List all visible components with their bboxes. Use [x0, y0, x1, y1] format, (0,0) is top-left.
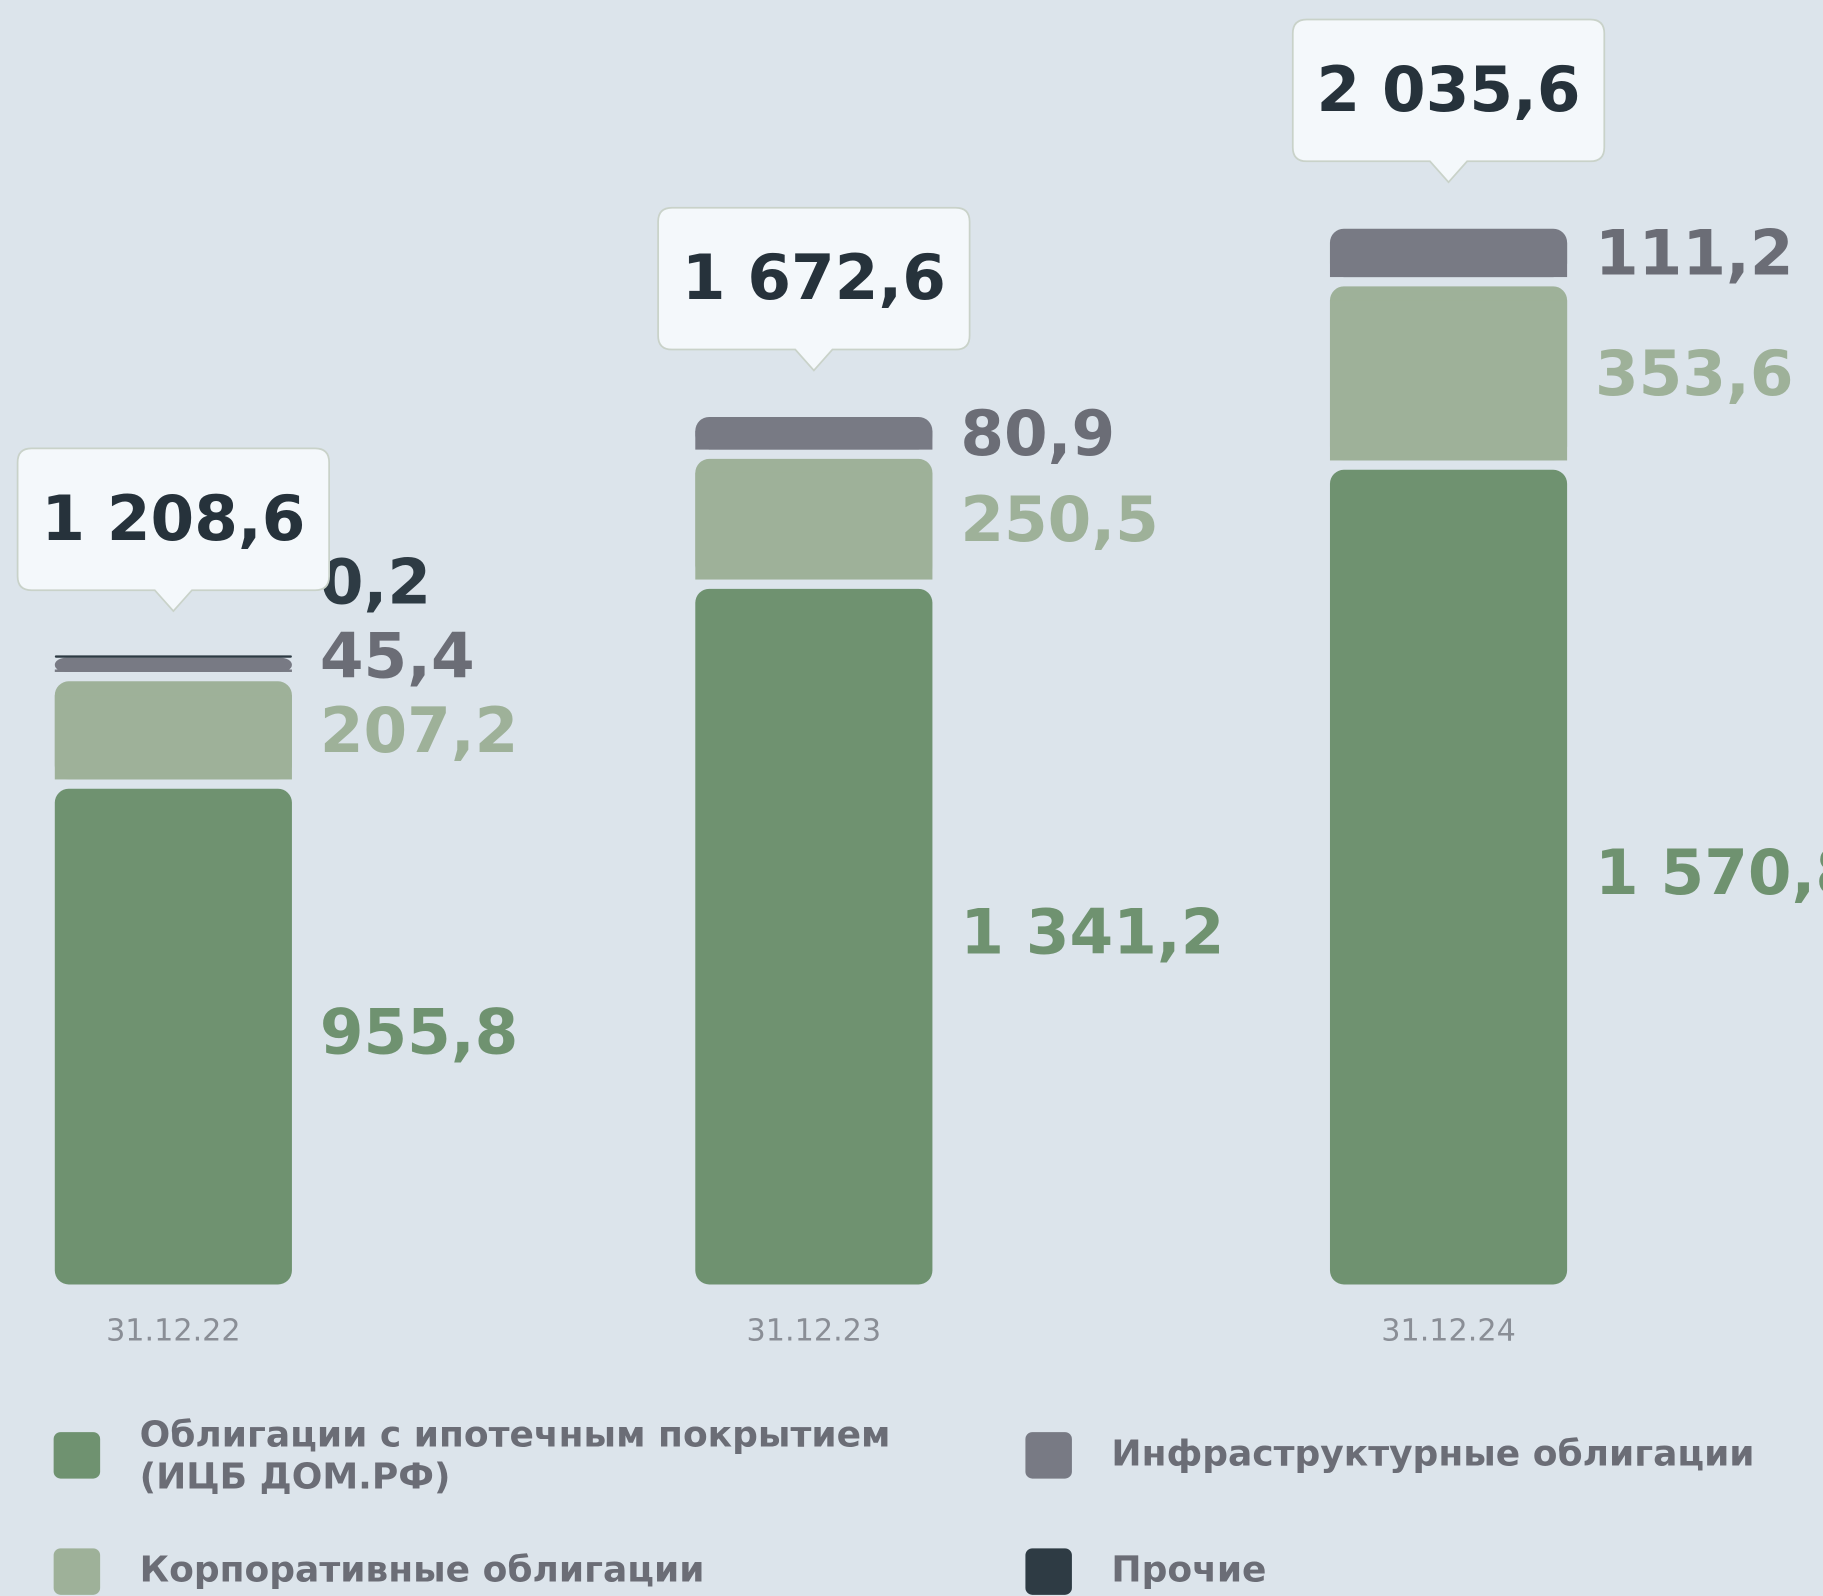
total-callout: [16, 447, 331, 613]
total-callout: [657, 206, 971, 372]
legend-label: Инфраструктурные облигации: [1111, 1433, 1754, 1474]
legend-swatch: [1025, 1548, 1072, 1595]
bar-segment-base: [1329, 300, 1568, 461]
value-label: 250,5: [960, 483, 1159, 556]
legend-label: Облигации с ипотечным покрытием (ИЦБ ДОМ.…: [140, 1415, 891, 1498]
total-label: 1 208,6: [41, 482, 305, 555]
bar-segment: [1329, 469, 1568, 1285]
value-label: 45,4: [320, 620, 475, 693]
bar-segment: [695, 588, 933, 1285]
x-tick-label: 31.12.24: [1381, 1314, 1516, 1349]
bar-segment-base: [54, 669, 292, 672]
legend-label-line: (ИЦБ ДОМ.РФ): [140, 1457, 451, 1498]
value-label: 207,2: [320, 694, 519, 767]
value-label: 1 341,2: [960, 896, 1224, 969]
x-tick-label: 31.12.23: [747, 1314, 882, 1349]
legend-label: Корпоративные облигации: [140, 1550, 705, 1591]
legend-label: Прочие: [1111, 1550, 1266, 1591]
value-label: 353,6: [1595, 337, 1794, 410]
value-label: 1 570,8: [1595, 836, 1823, 909]
bar-segment: [54, 655, 292, 658]
legend-swatch: [53, 1548, 101, 1595]
bar-segment-base: [695, 472, 933, 580]
legend-swatch: [1025, 1432, 1072, 1479]
value-label: 955,8: [320, 996, 519, 1069]
bar-segment-base: [54, 695, 292, 780]
x-tick-label: 31.12.22: [106, 1314, 241, 1349]
total-label: 1 672,6: [682, 241, 946, 314]
bar-segment: [54, 657, 292, 672]
legend-label-line: Облигации с ипотечным покрытием: [140, 1415, 891, 1456]
bar-segment-base: [695, 430, 933, 450]
bar-segment-base: [1329, 242, 1568, 278]
value-label: 0,2: [320, 545, 431, 618]
legend-swatch: [53, 1432, 101, 1479]
value-label: 111,2: [1595, 217, 1794, 290]
total-callout: [1291, 18, 1606, 184]
value-label: 80,9: [960, 397, 1115, 470]
total-label: 2 035,6: [1317, 53, 1581, 126]
bar-segment: [54, 788, 292, 1285]
